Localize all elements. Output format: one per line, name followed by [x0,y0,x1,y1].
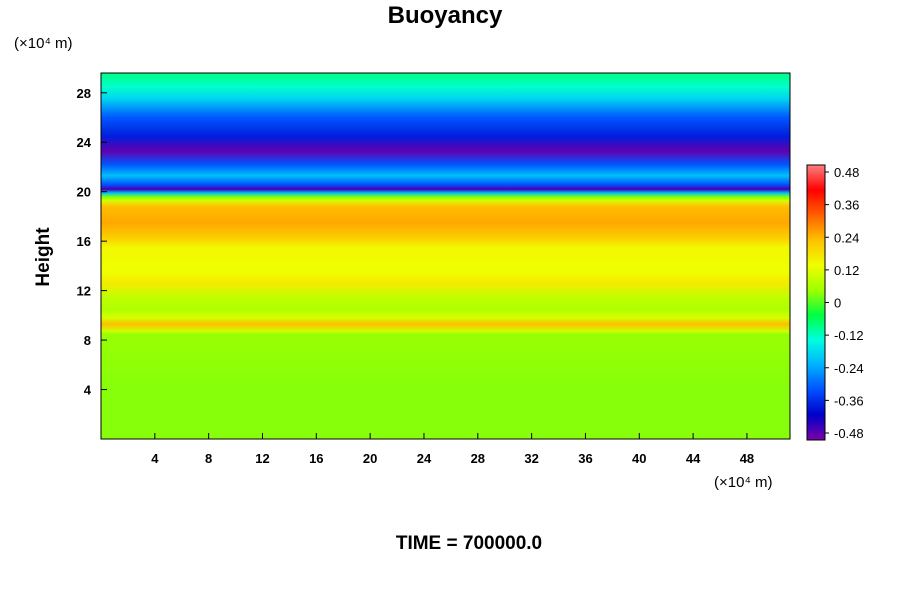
x-tick-label: 8 [205,451,212,466]
colorbar [806,164,826,441]
x-tick-label: 48 [740,451,754,466]
x-tick-label: 32 [524,451,538,466]
y-axis-ticks: 4 8 12 16 20 24 28 [77,86,107,398]
x-tick-label: 24 [417,451,432,466]
x-tick-label: 36 [578,451,592,466]
colorbar-ticks: 0.48 0.36 0.24 0.12 0 -0.12 -0.24 -0.36 -0.48 [825,165,864,441]
colorbar-tick-label: -0.48 [834,426,864,441]
colorbar-tick-label: 0.36 [834,198,859,213]
x-tick-label: 16 [309,451,323,466]
x-tick-label: 40 [632,451,646,466]
time-label: TIME = 700000.0 [396,533,542,554]
y-tick-label: 16 [77,234,91,249]
colorbar-tick-label: 0.48 [834,165,859,180]
colorbar-tick-label: 0.12 [834,263,859,278]
x-tick-label: 44 [686,451,701,466]
y-tick-label: 12 [77,284,91,299]
y-tick-label: 28 [77,86,91,101]
colorbar-tick-label: 0 [834,296,841,311]
colorbar-tick-label: -0.12 [834,328,864,343]
colorbar-tick-label: 0.24 [834,230,859,245]
y-tick-label: 24 [77,135,92,150]
colorbar-tick-label: -0.24 [834,361,864,376]
plot-frame [100,72,791,440]
x-unit-label: (×10⁴ m) [714,474,773,491]
y-unit-label: (×10⁴ m) [14,35,73,52]
chart-title: Buoyancy [388,2,503,29]
y-tick-label: 20 [77,185,91,200]
x-tick-label: 12 [255,451,269,466]
colorbar-tick-label: -0.36 [834,393,864,408]
x-tick-label: 4 [151,451,159,466]
y-axis-label: Height [33,227,54,287]
plot-field [101,73,790,439]
x-tick-label: 20 [363,451,377,466]
y-tick-label: 4 [84,383,92,398]
x-axis-ticks: 4 8 12 16 20 24 28 32 36 40 44 48 [151,433,754,466]
y-tick-label: 8 [84,333,91,348]
x-tick-label: 28 [471,451,485,466]
